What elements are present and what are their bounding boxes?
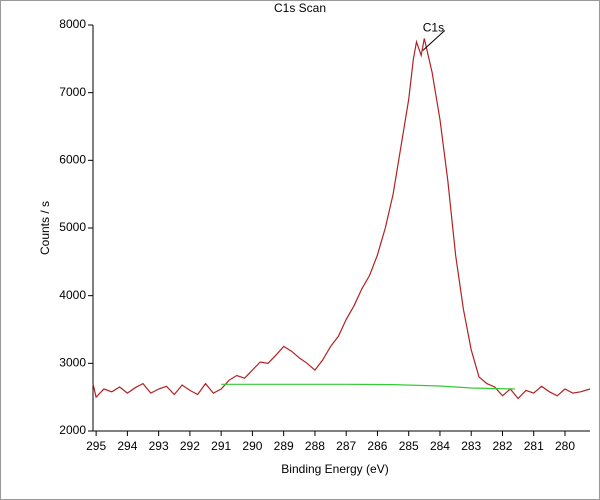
x-tick-label: 280 — [555, 439, 575, 453]
x-tick-label: 290 — [242, 439, 262, 453]
x-tick-label: 292 — [180, 439, 200, 453]
x-tick-label: 282 — [492, 439, 512, 453]
x-tick-label: 294 — [117, 439, 137, 453]
y-tick-label: 2000 — [59, 423, 86, 437]
x-tick-label: 285 — [399, 439, 419, 453]
y-tick-label: 6000 — [59, 153, 86, 167]
x-tick-label: 289 — [274, 439, 294, 453]
x-tick-label: 295 — [86, 439, 106, 453]
y-tick-label: 7000 — [59, 85, 86, 99]
spectrum-line — [92, 38, 591, 400]
x-tick-label: 287 — [336, 439, 356, 453]
x-tick-label: 284 — [430, 439, 450, 453]
x-tick-label: 281 — [524, 439, 544, 453]
y-tick-label: 8000 — [59, 17, 86, 31]
annotation-leader — [422, 30, 446, 51]
y-tick-label: 3000 — [59, 356, 86, 370]
x-axis-label: Binding Energy (eV) — [281, 462, 388, 476]
x-tick-label: 291 — [211, 439, 231, 453]
x-tick-label: 293 — [149, 439, 169, 453]
x-tick-label: 288 — [305, 439, 325, 453]
x-tick-label: 286 — [367, 439, 387, 453]
y-axis-label: Counts / s — [38, 201, 52, 255]
chart-title: C1s Scan — [274, 1, 326, 15]
y-tick-label: 5000 — [59, 220, 86, 234]
y-tick-label: 4000 — [59, 288, 86, 302]
spectrum-line — [221, 383, 516, 390]
annotation: C1s — [423, 21, 444, 35]
x-tick-label: 283 — [461, 439, 481, 453]
